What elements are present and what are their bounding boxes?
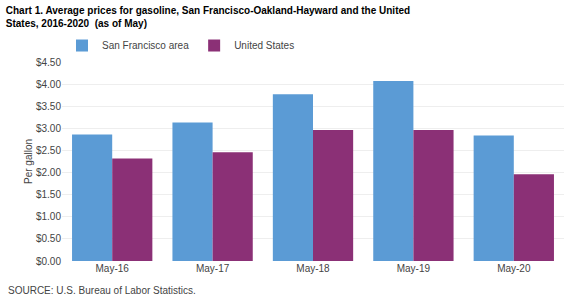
svg-text:Chart 1. Average prices for ga: Chart 1. Average prices for gasoline, Sa… [6, 5, 410, 29]
svg-text:May-20: May-20 [497, 263, 531, 274]
svg-text:$1.50: $1.50 [36, 189, 61, 200]
svg-text:$1.00: $1.00 [36, 211, 61, 222]
svg-text:May-16: May-16 [96, 263, 130, 274]
svg-text:$4.50: $4.50 [36, 57, 61, 68]
svg-text:$0.50: $0.50 [36, 233, 61, 244]
svg-text:May-19: May-19 [397, 263, 431, 274]
svg-text:$3.50: $3.50 [36, 101, 61, 112]
svg-text:Per gallon: Per gallon [23, 139, 34, 184]
svg-text:San Francisco area: San Francisco area [102, 40, 189, 51]
svg-text:May-17: May-17 [196, 263, 230, 274]
svg-text:$4.00: $4.00 [36, 79, 61, 90]
svg-text:$2.00: $2.00 [36, 167, 61, 178]
svg-text:$3.00: $3.00 [36, 123, 61, 134]
svg-text:$0.00: $0.00 [36, 256, 61, 267]
svg-text:SOURCE: U.S. Bureau of Labor S: SOURCE: U.S. Bureau of Labor Statistics. [8, 285, 196, 296]
svg-text:United States: United States [234, 40, 294, 51]
svg-text:May-18: May-18 [296, 263, 330, 274]
svg-text:$2.50: $2.50 [36, 145, 61, 156]
